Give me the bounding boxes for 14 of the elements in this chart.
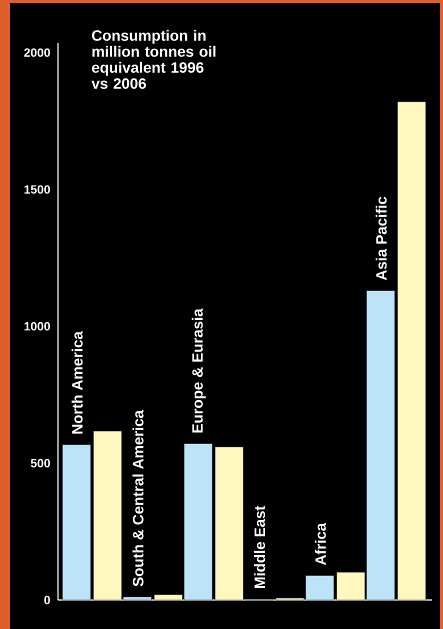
y-tick-label: 500: [30, 458, 50, 468]
x-tick-label: South & Central America: [132, 410, 144, 586]
text: Consumption in million tonnes oil equivalent 1996 vs 2006: [92, 30, 216, 89]
bar: [397, 102, 426, 600]
x-tick-label: Middle East: [254, 506, 266, 588]
y-tick-label: 2000: [24, 48, 50, 57]
x-tick-label: Africa: [314, 522, 326, 566]
x-tick-label: North America: [72, 331, 83, 434]
y-tick-label: 1500: [24, 185, 50, 194]
x-tick-label: Europe & Eurasia: [192, 308, 206, 433]
bar: [62, 444, 91, 600]
y-tick-label: 1000: [24, 322, 50, 331]
x-tick-label: Asia Pacific: [376, 196, 387, 280]
y-tick-label: 0: [44, 596, 50, 604]
